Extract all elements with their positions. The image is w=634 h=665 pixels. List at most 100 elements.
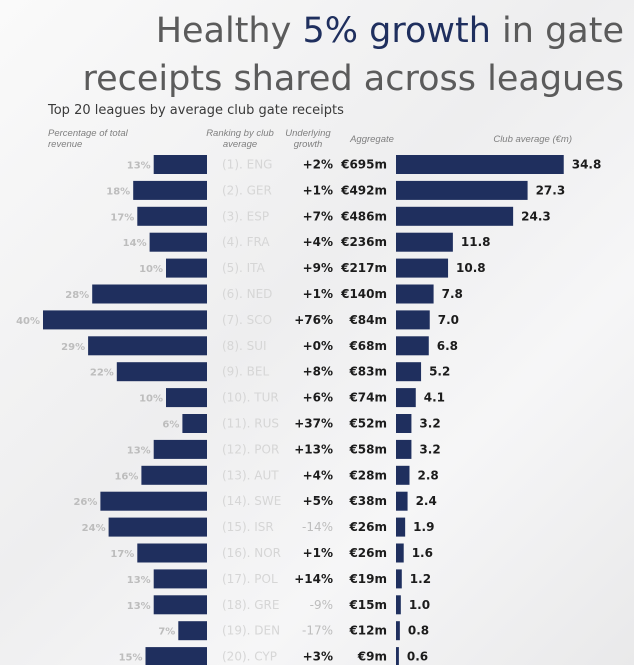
growth-label: +5% — [303, 494, 333, 508]
aggregate-label: €486m — [340, 209, 387, 223]
rank-label: (14). SWE — [222, 494, 281, 508]
pct-label: 10% — [139, 394, 163, 405]
club-average-bar — [396, 388, 416, 408]
club-average-label: 4.1 — [424, 391, 445, 405]
header-ranking: Ranking by club average — [206, 128, 274, 150]
aggregate-label: €695m — [340, 158, 387, 172]
club-average-bar — [396, 491, 408, 511]
headline-line-2: receipts shared across leagues — [82, 59, 624, 99]
club-average-bar — [396, 465, 410, 485]
growth-label: +13% — [294, 442, 333, 456]
club-average-bar — [396, 569, 402, 589]
pct-label: 15% — [119, 653, 143, 664]
club-average-label: 24.3 — [521, 209, 551, 223]
rank-label: (10). TUR — [222, 391, 279, 405]
pct-bar — [182, 414, 207, 433]
aggregate-label: €12m — [348, 624, 387, 638]
pct-bar — [100, 491, 207, 511]
growth-label: +4% — [303, 468, 333, 482]
aggregate-label: €28m — [348, 468, 387, 482]
pct-label: 10% — [139, 264, 163, 275]
club-average-bar — [396, 439, 412, 459]
pct-label: 13% — [127, 601, 151, 612]
pct-bar — [92, 284, 207, 304]
pct-bar — [141, 465, 207, 485]
growth-label: +3% — [303, 650, 333, 664]
aggregate-label: €492m — [340, 183, 387, 197]
rank-label: (4). FRA — [222, 235, 270, 249]
club-average-label: 7.0 — [438, 313, 459, 327]
club-average-bar — [396, 647, 399, 665]
aggregate-label: €38m — [348, 494, 387, 508]
pct-label: 13% — [127, 161, 151, 172]
aggregate-label: €19m — [348, 572, 387, 586]
aggregate-label: €58m — [348, 442, 387, 456]
club-average-bar — [396, 336, 429, 356]
pct-label: 18% — [106, 186, 130, 197]
pct-label: 13% — [127, 445, 151, 456]
club-average-label: 2.4 — [416, 494, 437, 508]
club-average-label: 10.8 — [456, 261, 486, 275]
rank-label: (17). POL — [222, 572, 278, 586]
club-average-label: 7.8 — [442, 287, 463, 301]
club-average-label: 1.2 — [410, 572, 431, 586]
rank-label: (11). RUS — [222, 417, 279, 431]
club-average-label: 1.0 — [409, 598, 430, 612]
header-aggregate: Aggregate — [350, 134, 394, 145]
aggregate-label: €217m — [340, 261, 387, 275]
club-average-bar — [396, 232, 453, 252]
rank-label: (20). CYP — [222, 650, 277, 664]
club-average-label: 3.2 — [419, 442, 440, 456]
growth-label: +0% — [303, 339, 333, 353]
rank-label: (7). SCO — [222, 313, 272, 327]
pct-label: 17% — [110, 549, 134, 560]
rank-label: (15). ISR — [222, 520, 274, 534]
pct-bar — [116, 362, 207, 382]
club-average-bar — [396, 180, 528, 200]
pct-label: 29% — [61, 342, 85, 353]
pct-label: 24% — [82, 523, 106, 534]
pct-bar — [108, 517, 207, 537]
rank-label: (8). SUI — [222, 339, 267, 353]
club-average-bar — [396, 155, 564, 174]
club-average-label: 1.9 — [413, 520, 434, 534]
rank-label: (6). NED — [222, 287, 272, 301]
club-average-label: 6.8 — [437, 339, 458, 353]
club-average-bar — [396, 621, 400, 641]
pct-bar — [133, 180, 207, 200]
pct-bar — [88, 336, 207, 356]
growth-label: +1% — [303, 183, 333, 197]
pct-bar — [153, 439, 207, 459]
headline-highlight: 5% growth — [302, 11, 491, 51]
pct-label: 13% — [127, 575, 151, 586]
headline-post: in gate — [490, 11, 624, 51]
club-average-bar — [396, 414, 412, 433]
aggregate-label: €236m — [340, 235, 387, 249]
rank-label: (9). BEL — [222, 365, 269, 379]
growth-label: -17% — [302, 624, 333, 638]
pct-label: 14% — [123, 238, 147, 249]
club-average-label: 0.8 — [408, 624, 429, 638]
aggregate-label: €68m — [348, 339, 387, 353]
club-average-bar — [396, 284, 434, 304]
growth-label: +1% — [303, 287, 333, 301]
club-average-bar — [396, 595, 401, 615]
pct-label: 26% — [73, 497, 97, 508]
aggregate-label: €9m — [357, 650, 387, 664]
aggregate-label: €26m — [348, 520, 387, 534]
pct-bar — [166, 388, 207, 408]
club-average-label: 5.2 — [429, 365, 450, 379]
header-club-average: Club average (€m) — [493, 134, 572, 145]
aggregate-label: €26m — [348, 546, 387, 560]
club-average-label: 2.8 — [417, 468, 438, 482]
pct-label: 28% — [65, 290, 89, 301]
club-average-bar — [396, 517, 406, 537]
club-average-bar — [396, 310, 430, 330]
rank-label: (12). POR — [222, 442, 279, 456]
chart-title: Top 20 leagues by average club gate rece… — [48, 103, 344, 118]
rank-label: (3). ESP — [222, 209, 269, 223]
growth-label: +14% — [294, 572, 333, 586]
rank-label: (18). GRE — [222, 598, 279, 612]
aggregate-label: €83m — [348, 365, 387, 379]
pct-bar — [43, 310, 207, 330]
